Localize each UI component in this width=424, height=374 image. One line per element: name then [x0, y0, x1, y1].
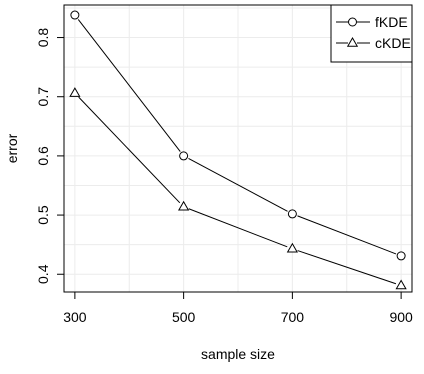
- data-point: [178, 200, 190, 211]
- legend-item: fKDE: [336, 14, 408, 30]
- series-line-segment: [297, 250, 397, 285]
- data-point: [179, 151, 189, 161]
- y-tick-label: 0.6: [35, 146, 51, 166]
- x-axis-label: sample size: [201, 346, 275, 362]
- legend-label: fKDE: [375, 14, 408, 30]
- y-axis-label: error: [4, 133, 20, 163]
- plot-frame: [63, 4, 413, 293]
- y-tick-label: 0.7: [35, 87, 51, 107]
- data-point: [286, 242, 298, 253]
- legend-box: [330, 4, 413, 63]
- x-tick-label: 700: [281, 309, 305, 325]
- data-point: [69, 87, 81, 97]
- legend-marker: [346, 36, 359, 47]
- series-line-segment: [77, 19, 181, 152]
- axis-ticks: 300 500 700 900 0.4 0.5 0.6 0.7 0.8: [35, 28, 413, 325]
- x-tick-label: 900: [389, 309, 413, 325]
- legend-item: cKDE: [336, 35, 411, 51]
- data-point: [396, 251, 406, 261]
- y-tick-label: 0.8: [35, 28, 51, 48]
- data-point: [395, 279, 407, 290]
- legend-label: cKDE: [375, 35, 411, 51]
- series-cKDE: [69, 87, 407, 290]
- data-point: [70, 10, 80, 20]
- legend-marker: [348, 17, 357, 27]
- series-layer: [69, 10, 407, 290]
- y-tick-label: 0.5: [35, 205, 51, 225]
- series-line-segment: [297, 215, 397, 255]
- x-tick-label: 500: [172, 309, 196, 325]
- x-tick-label: 300: [63, 309, 87, 325]
- series-line-segment: [188, 208, 288, 248]
- series-fKDE: [70, 10, 406, 261]
- series-line-segment: [188, 158, 288, 212]
- series-line-segment: [78, 96, 181, 204]
- legend: fKDE cKDE: [330, 4, 413, 63]
- y-tick-label: 0.4: [35, 264, 51, 284]
- data-point: [287, 209, 297, 219]
